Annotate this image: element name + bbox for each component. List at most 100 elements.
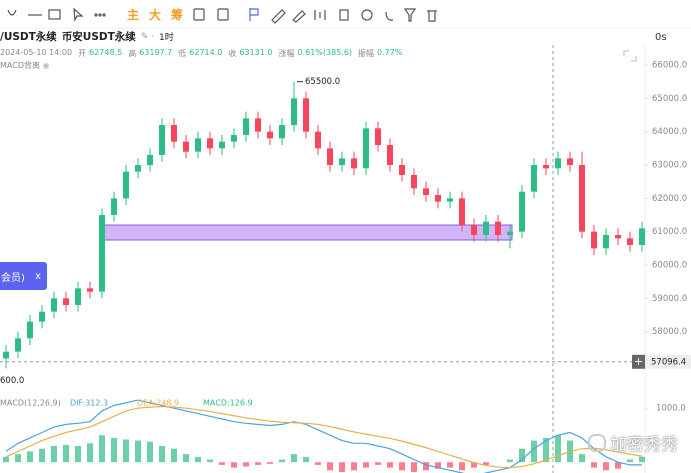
macd-bar [555,435,561,463]
symbol-header: /USDT永续 币安USDT永续 ✎ · 1时 [0,29,174,44]
candle-body [459,198,465,225]
macd-bar [147,441,153,463]
macd-bar [459,462,465,471]
low-label: 600.0 [0,376,24,386]
y-tick-label: 62000.0 [652,194,687,204]
ohlc-info: 2024-05-10 14:00 开 62748.5 高 63197.7 低 62714.… [0,48,405,59]
macd-bar [255,462,261,465]
macd-bar [195,456,201,463]
toolbar-button[interactable]: 主 [127,8,140,22]
candle-body [171,125,177,142]
macd-bar [207,459,213,463]
candle-body [387,145,393,165]
macd-dif-line [5,399,642,473]
toolbar-icons [7,7,437,24]
candle-body [315,131,321,149]
macd-dea-line [5,405,643,469]
watermark-logo [588,434,606,452]
macd-bar [363,462,369,468]
icon-copy [193,8,205,21]
macd-bar [183,454,189,463]
exchange: 币安USDT永续 [61,31,136,43]
candle-body [579,165,585,232]
candle-body [255,118,261,132]
member-popup[interactable]: 会员) x [0,262,47,290]
macd-bar [519,448,525,463]
plus-sign: + [634,355,643,368]
crosshair-plus [632,354,645,369]
candle-body [39,311,45,322]
macd-bar [423,462,429,471]
candle-body [591,231,597,249]
macd-bar [447,462,453,468]
candle-body [303,98,309,132]
icon-calc [217,8,229,21]
candle-body [399,165,405,175]
y-tick-label: 64000.0 [652,127,687,137]
macd-bar [15,454,21,463]
candle-body [507,231,513,235]
interval[interactable]: 1时 [159,33,174,43]
price-zone [102,224,513,241]
candle-body [531,165,537,192]
crosshair-box [645,354,691,369]
macd-bar [435,462,441,469]
indicator-label: MACD背离 ◉ [0,60,50,71]
macd-bar [411,462,417,472]
edit-icon[interactable]: ✎ · [140,31,155,42]
macd-bar [243,462,249,467]
bar-time: 2024-05-10 14:00 [0,48,73,57]
icon-more [94,13,98,17]
toolbar-button[interactable]: 大 [149,8,162,22]
candle-body [567,158,573,165]
fullscreen-icon[interactable] [623,50,637,62]
macd-bar [615,462,621,469]
macd-bar [3,456,9,463]
popup-text: 会员) [1,272,25,284]
candle-body [195,138,201,152]
macd-bar [39,448,45,463]
candle-body [27,321,33,339]
candle-body [471,225,477,235]
macd-bar [267,462,273,464]
candle-body [135,165,141,172]
candle-body [411,175,417,189]
candle-body [483,221,489,235]
macd-bar [315,462,321,465]
macd-bar [27,451,33,463]
candle-body [99,215,105,292]
macd-bar [123,439,129,463]
candle-body [291,98,297,125]
macd-bar [51,446,57,463]
candle-body [639,228,645,245]
popup-close[interactable]: x [35,270,41,282]
candle-body [339,158,345,165]
candle-body [435,195,441,202]
macd-pane [3,399,645,473]
candle-body [495,221,501,235]
field-label: 高 [128,49,137,58]
candle-body [87,288,93,292]
field-label: 收 [228,49,237,58]
candle-body [267,131,273,139]
eye-icon[interactable]: ◉ [42,61,50,70]
macd-bar [591,462,597,468]
candle-body [75,288,81,305]
candle-body [615,235,621,239]
candle-body [603,235,609,249]
toolbar-button[interactable]: 筹 [171,8,184,22]
macd-bar [279,459,285,463]
macd-bar [627,459,633,463]
macd-bar [303,456,309,463]
macd-bar [135,440,141,463]
crosshair-label: 57096.4 [651,357,686,367]
candle-body [231,135,237,142]
candle-body [15,338,21,352]
high-label: 65500.0 [305,77,340,87]
macd-bar [639,456,645,463]
y-tick-label: 65000.0 [652,94,687,104]
macd-dea-label: DEA:248.9 [137,399,179,408]
macd-bar [351,462,357,471]
macd-bar [219,462,225,465]
